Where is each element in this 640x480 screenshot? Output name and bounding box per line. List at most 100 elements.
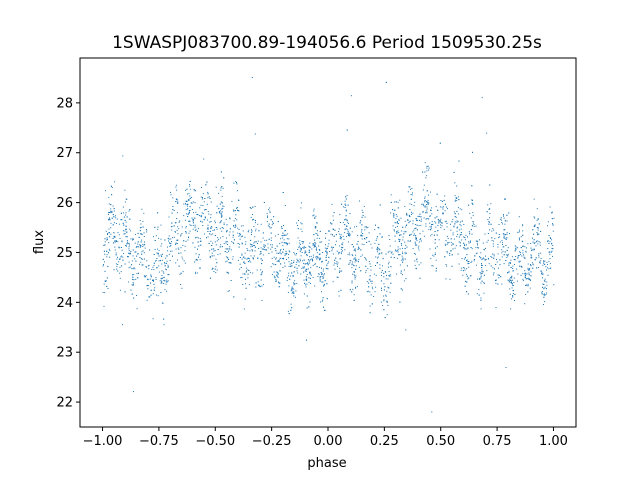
data-point (161, 263, 163, 265)
data-point (156, 252, 158, 254)
data-point (135, 260, 137, 262)
data-point (298, 265, 300, 267)
data-point (489, 213, 491, 214)
data-point (372, 288, 374, 290)
data-point (197, 241, 199, 243)
data-point (426, 218, 428, 219)
data-point (540, 273, 542, 275)
data-point (225, 240, 227, 242)
data-point (244, 273, 246, 275)
data-point (351, 280, 353, 282)
data-point (110, 208, 112, 210)
data-point (303, 293, 305, 295)
data-point (153, 254, 155, 255)
data-point (275, 250, 277, 252)
data-point (396, 222, 398, 224)
data-point (103, 283, 105, 285)
data-point (319, 259, 321, 261)
data-point (472, 151, 473, 153)
data-point (260, 269, 262, 271)
data-point (266, 213, 268, 215)
data-point (385, 295, 387, 297)
data-point (381, 280, 382, 282)
data-point (390, 266, 392, 268)
data-point (117, 270, 119, 272)
data-point (263, 246, 265, 248)
data-point (409, 235, 411, 236)
data-point (195, 211, 197, 213)
data-point (154, 226, 156, 228)
data-point (405, 230, 407, 232)
data-point (213, 250, 215, 252)
data-point (464, 237, 466, 238)
data-point (545, 294, 547, 295)
data-point (180, 252, 182, 254)
data-point (195, 253, 197, 255)
data-point (296, 258, 298, 260)
data-point (454, 200, 456, 202)
data-point (291, 287, 293, 289)
data-point (463, 247, 465, 249)
data-point (381, 289, 382, 291)
data-point (170, 238, 172, 240)
data-point (270, 232, 272, 234)
data-point (282, 245, 284, 247)
data-point (121, 255, 123, 257)
data-point (416, 240, 418, 242)
data-point (117, 241, 119, 243)
data-point (114, 236, 116, 238)
data-point (171, 222, 173, 224)
data-point (424, 205, 426, 207)
data-point (392, 209, 394, 211)
data-point (529, 268, 531, 270)
data-point (225, 261, 227, 263)
data-point (361, 216, 363, 218)
data-point (393, 229, 395, 231)
data-point (110, 227, 112, 229)
data-point (142, 264, 144, 266)
data-point (210, 240, 212, 242)
data-point (185, 200, 187, 202)
data-point (331, 223, 333, 225)
data-point (306, 283, 308, 285)
data-point (210, 227, 211, 229)
data-point (406, 214, 408, 216)
data-point (221, 227, 223, 228)
data-point (491, 230, 493, 232)
data-point (416, 229, 418, 231)
data-point (192, 242, 194, 244)
data-point (414, 242, 416, 244)
data-point (182, 258, 184, 260)
data-point (235, 224, 237, 226)
data-point (299, 242, 301, 244)
data-point (466, 260, 468, 262)
data-point (322, 299, 324, 301)
data-point (327, 262, 329, 264)
data-point (302, 247, 304, 249)
data-point (547, 225, 548, 227)
data-point (499, 259, 501, 261)
data-point (258, 248, 260, 249)
data-point (226, 231, 228, 233)
data-point (481, 269, 483, 271)
data-point (225, 256, 227, 258)
data-point (316, 247, 317, 249)
data-point (528, 274, 530, 276)
data-point (242, 225, 244, 227)
data-point (393, 216, 395, 218)
data-point (371, 303, 373, 305)
data-point (305, 263, 307, 265)
data-point (349, 227, 351, 229)
data-point (377, 257, 379, 259)
data-point (381, 275, 382, 276)
data-point (378, 243, 380, 245)
data-point (110, 222, 112, 224)
data-point (301, 241, 303, 242)
data-point (279, 282, 281, 284)
data-point (356, 260, 358, 262)
data-point (389, 275, 391, 277)
data-point (308, 281, 310, 283)
data-point (322, 297, 324, 299)
data-point (139, 246, 141, 248)
data-point (102, 292, 104, 293)
